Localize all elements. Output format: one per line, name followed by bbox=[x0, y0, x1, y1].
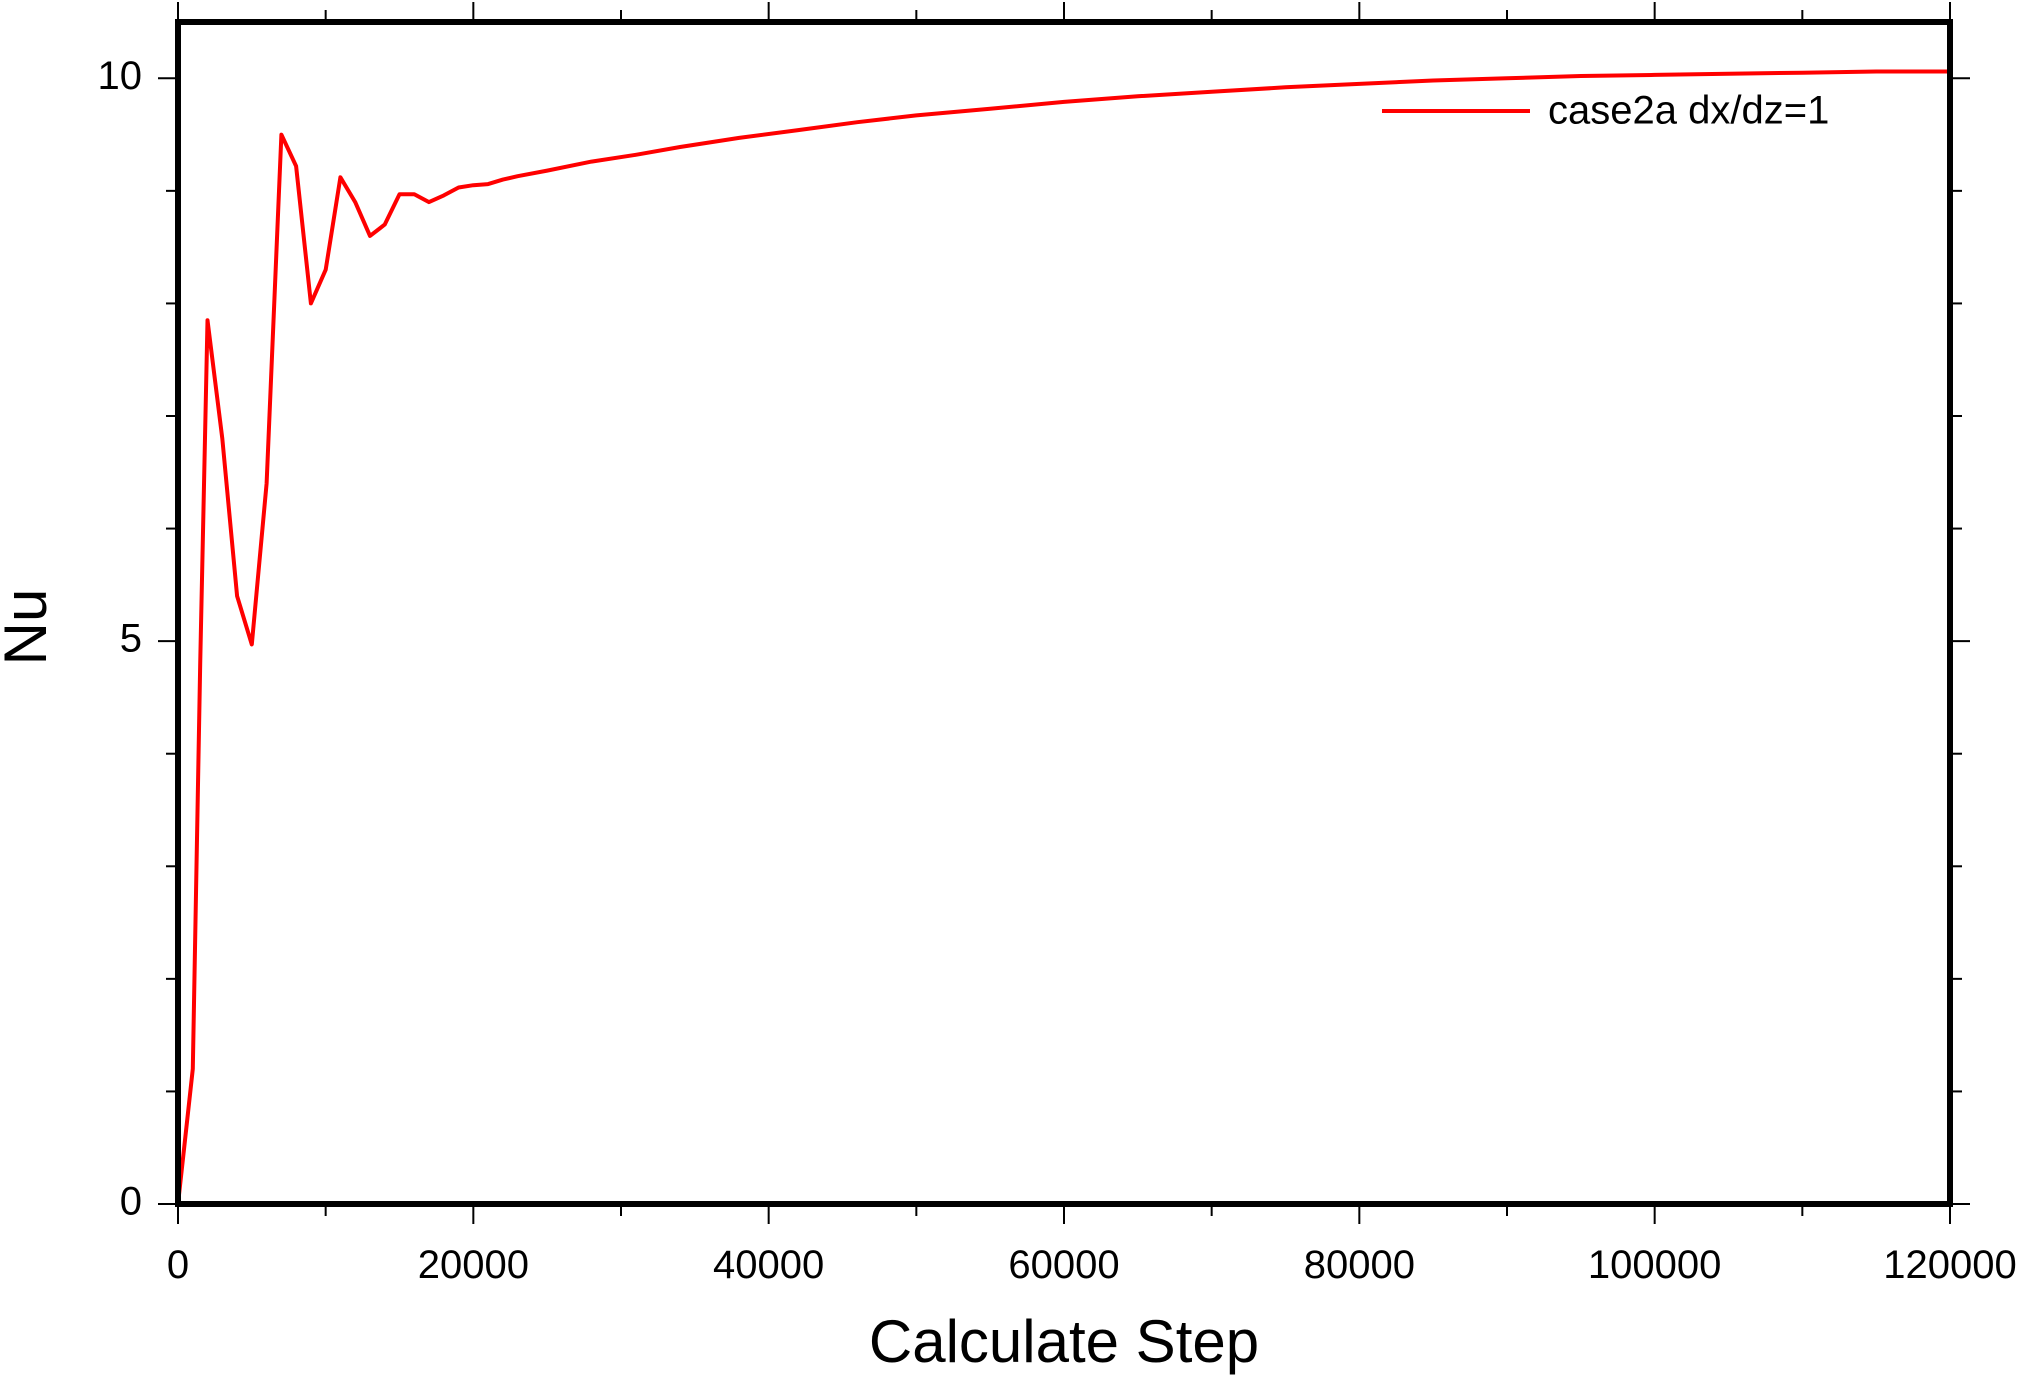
tick-marks bbox=[158, 2, 1970, 1224]
y-tick-labels: 0 5 10 bbox=[98, 54, 143, 1224]
y-axis-title: Nu bbox=[0, 589, 59, 666]
series-line-case2a bbox=[176, 69, 1950, 1205]
y-tick-label: 10 bbox=[98, 54, 143, 98]
x-tick-label: 100000 bbox=[1588, 1243, 1721, 1287]
x-tick-labels: 0 20000 40000 60000 80000 100000 120000 bbox=[167, 1243, 2017, 1287]
legend: case2a dx/dz=1 bbox=[1382, 89, 1829, 133]
x-tick-label: 0 bbox=[167, 1243, 189, 1287]
x-tick-label: 40000 bbox=[713, 1243, 824, 1287]
x-tick-label: 80000 bbox=[1304, 1243, 1415, 1287]
x-tick-label: 60000 bbox=[1008, 1243, 1119, 1287]
legend-label-case2a: case2a dx/dz=1 bbox=[1548, 89, 1829, 133]
plot-frame bbox=[175, 19, 1953, 1207]
series-lines bbox=[176, 69, 1950, 1205]
x-axis-title: Calculate Step bbox=[869, 1308, 1259, 1375]
y-tick-label: 0 bbox=[120, 1180, 142, 1224]
x-tick-label: 120000 bbox=[1883, 1243, 2016, 1287]
y-tick-label: 5 bbox=[120, 617, 142, 661]
x-tick-label: 20000 bbox=[418, 1243, 529, 1287]
